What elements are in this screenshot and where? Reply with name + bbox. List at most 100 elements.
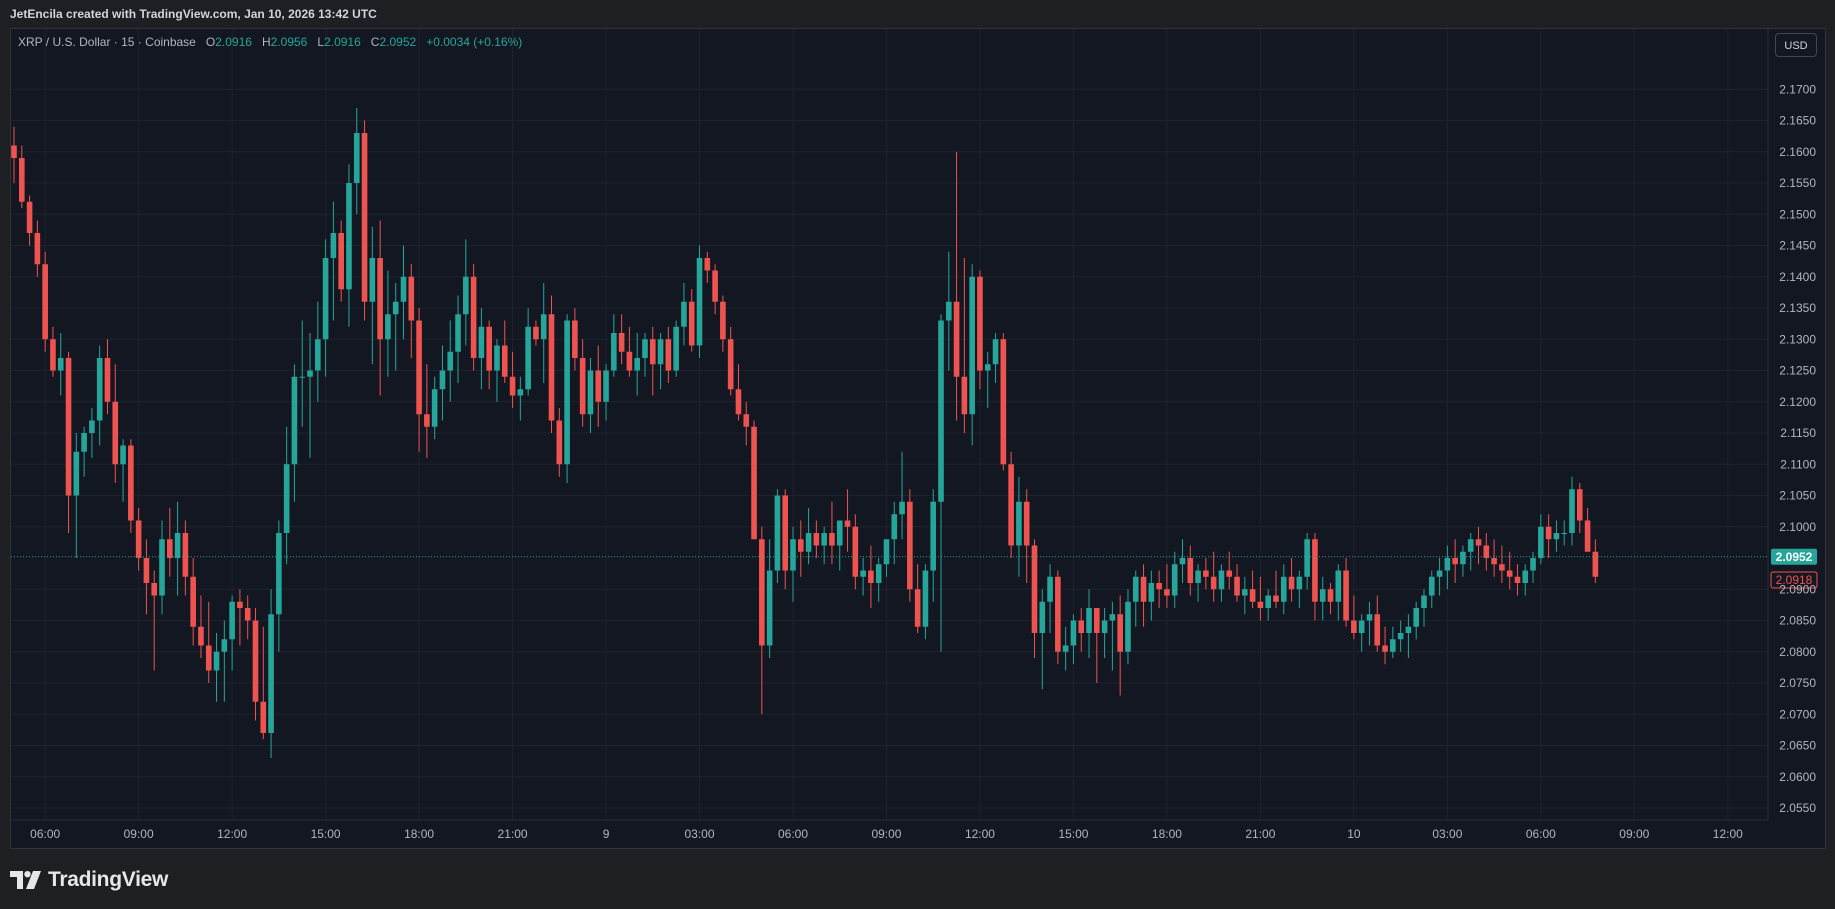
candle[interactable] bbox=[1421, 589, 1427, 627]
candle[interactable] bbox=[1327, 583, 1334, 615]
candle[interactable] bbox=[424, 364, 430, 458]
candle[interactable] bbox=[18, 145, 25, 209]
candle[interactable] bbox=[1491, 539, 1497, 577]
candle[interactable] bbox=[899, 451, 905, 540]
candle[interactable] bbox=[681, 283, 687, 346]
candle[interactable] bbox=[984, 351, 991, 408]
candle[interactable] bbox=[1039, 589, 1046, 690]
candle[interactable] bbox=[1405, 614, 1412, 658]
candle[interactable] bbox=[1561, 520, 1568, 546]
candle[interactable] bbox=[564, 314, 570, 483]
candle[interactable] bbox=[540, 283, 547, 383]
candle[interactable] bbox=[439, 345, 446, 421]
candle[interactable] bbox=[96, 345, 103, 446]
candle[interactable] bbox=[1288, 558, 1295, 602]
candle[interactable] bbox=[338, 220, 344, 302]
candle[interactable] bbox=[533, 320, 539, 346]
candle[interactable] bbox=[182, 520, 189, 596]
candle[interactable] bbox=[1374, 595, 1381, 652]
candle[interactable] bbox=[1249, 570, 1256, 609]
candle[interactable] bbox=[89, 408, 95, 458]
candle[interactable] bbox=[797, 520, 804, 577]
candle[interactable] bbox=[611, 314, 617, 377]
candle[interactable] bbox=[1522, 564, 1529, 596]
candle[interactable] bbox=[385, 270, 391, 377]
candle[interactable] bbox=[1242, 576, 1248, 615]
candle[interactable] bbox=[1576, 483, 1583, 533]
candle[interactable] bbox=[1218, 564, 1225, 602]
candle[interactable] bbox=[135, 508, 142, 571]
candle[interactable] bbox=[392, 283, 399, 371]
candle[interactable] bbox=[595, 345, 602, 427]
candle[interactable] bbox=[1195, 564, 1201, 602]
candle[interactable] bbox=[11, 126, 17, 183]
candle[interactable] bbox=[1125, 589, 1131, 665]
candle[interactable] bbox=[953, 151, 960, 421]
candle[interactable] bbox=[1187, 545, 1194, 596]
candle[interactable] bbox=[1273, 570, 1279, 609]
candle[interactable] bbox=[1257, 576, 1264, 621]
candle[interactable] bbox=[1055, 570, 1061, 665]
candle[interactable] bbox=[463, 239, 469, 346]
chart-frame[interactable] bbox=[10, 28, 1826, 849]
candle[interactable] bbox=[665, 326, 672, 383]
candle[interactable] bbox=[330, 201, 337, 321]
candle[interactable] bbox=[992, 333, 999, 383]
candle[interactable] bbox=[1062, 626, 1069, 671]
candle[interactable] bbox=[408, 264, 415, 358]
candle[interactable] bbox=[509, 351, 516, 408]
candle[interactable] bbox=[649, 326, 656, 396]
candle[interactable] bbox=[1164, 564, 1170, 608]
candle[interactable] bbox=[868, 545, 874, 609]
candle[interactable] bbox=[1210, 551, 1217, 602]
candle[interactable] bbox=[299, 320, 306, 427]
candle[interactable] bbox=[618, 314, 625, 365]
candle[interactable] bbox=[1179, 539, 1186, 583]
candle[interactable] bbox=[642, 333, 648, 377]
candle[interactable] bbox=[1545, 514, 1552, 558]
candle[interactable] bbox=[914, 564, 921, 633]
candle[interactable] bbox=[657, 333, 664, 390]
candle[interactable] bbox=[805, 508, 812, 565]
candle[interactable] bbox=[377, 220, 383, 396]
candle[interactable] bbox=[883, 539, 890, 577]
candle[interactable] bbox=[969, 264, 975, 446]
candle[interactable] bbox=[1467, 533, 1474, 571]
candle[interactable] bbox=[626, 326, 633, 377]
candle[interactable] bbox=[1117, 595, 1123, 696]
candle[interactable] bbox=[1031, 539, 1038, 658]
candle[interactable] bbox=[517, 376, 524, 421]
candle[interactable] bbox=[875, 558, 882, 602]
candle[interactable] bbox=[782, 489, 789, 590]
candle[interactable] bbox=[1016, 476, 1022, 577]
candle[interactable] bbox=[1070, 614, 1077, 665]
candle[interactable] bbox=[1351, 595, 1357, 640]
candle[interactable] bbox=[322, 239, 329, 377]
candle[interactable] bbox=[42, 251, 48, 352]
candle[interactable] bbox=[1047, 564, 1053, 633]
candle[interactable] bbox=[751, 420, 757, 540]
candle[interactable] bbox=[128, 439, 134, 533]
candle[interactable] bbox=[65, 351, 72, 533]
candle[interactable] bbox=[1382, 626, 1388, 665]
candle[interactable] bbox=[1304, 533, 1310, 590]
tradingview-logo[interactable]: TradingView bbox=[10, 866, 168, 894]
candle[interactable] bbox=[229, 595, 235, 671]
candle[interactable] bbox=[198, 595, 204, 659]
candle[interactable] bbox=[1078, 608, 1085, 652]
candle[interactable] bbox=[1140, 564, 1147, 627]
candle[interactable] bbox=[81, 426, 87, 477]
candle[interactable] bbox=[556, 408, 563, 477]
candle[interactable] bbox=[1452, 539, 1458, 583]
candle[interactable] bbox=[946, 251, 952, 371]
candle[interactable] bbox=[1366, 601, 1373, 646]
candle[interactable] bbox=[1514, 564, 1521, 596]
candle[interactable] bbox=[743, 401, 750, 446]
candle[interactable] bbox=[478, 308, 485, 390]
candle[interactable] bbox=[151, 570, 158, 671]
candle[interactable] bbox=[120, 439, 126, 502]
candle[interactable] bbox=[104, 339, 111, 415]
candle[interactable] bbox=[829, 501, 835, 565]
candle[interactable] bbox=[252, 608, 259, 721]
